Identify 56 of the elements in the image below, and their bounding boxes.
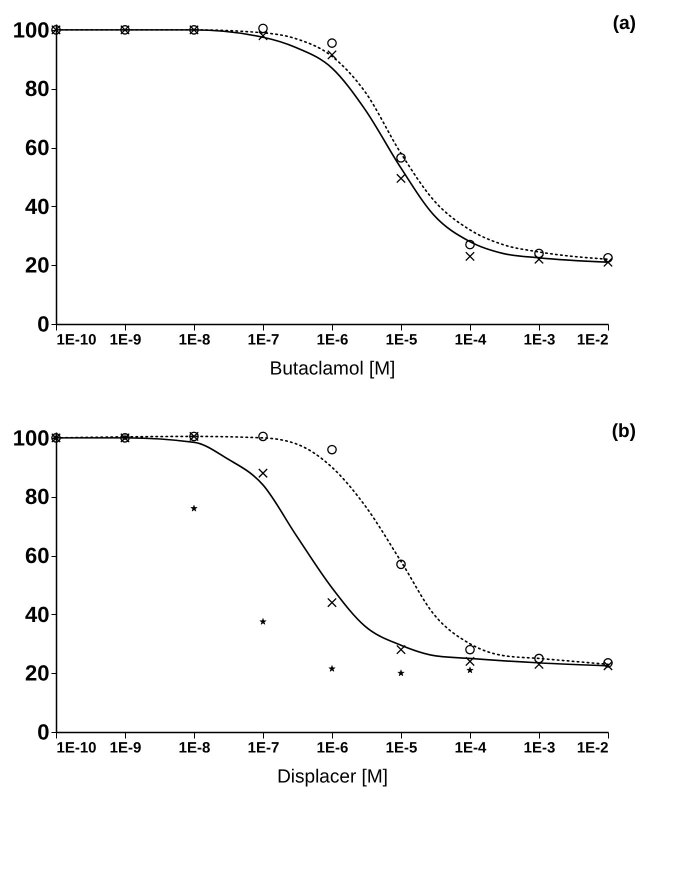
point — [465, 644, 475, 654]
point — [396, 174, 406, 184]
y-tick-label: 60 — [25, 543, 50, 568]
y-tick-label: 40 — [25, 194, 50, 219]
x-tick-label: 1E-6 — [316, 740, 348, 756]
text: (a) — [612, 13, 636, 34]
x-axis-title: Displacer [M] — [277, 766, 388, 788]
point — [465, 240, 475, 250]
point — [258, 432, 268, 442]
point — [190, 504, 198, 512]
point — [603, 257, 613, 268]
y-tick-label: 100 — [12, 425, 50, 450]
point — [398, 670, 404, 676]
point — [327, 38, 337, 48]
y-tick-label: 0 — [37, 312, 50, 336]
point — [327, 50, 337, 60]
y-tick-label: 0 — [37, 720, 50, 744]
point — [396, 560, 406, 570]
x-tick-label: 1E-3 — [524, 332, 556, 348]
y-tick-label: 80 — [25, 484, 50, 510]
x-tick-label: 1E-10 — [56, 740, 97, 756]
y-tick-label: 20 — [25, 660, 50, 686]
point — [603, 660, 613, 671]
y-tick-label: 80 — [25, 76, 50, 102]
x-tick-label: 1E-6 — [316, 332, 348, 348]
point — [260, 618, 266, 625]
x-tick-label: 1E-8 — [178, 740, 210, 756]
point — [396, 644, 406, 654]
point — [327, 598, 337, 608]
y-tick-label: 100 — [12, 17, 50, 42]
y-tick-label: 60 — [25, 135, 50, 160]
point — [603, 658, 613, 668]
x-tick-label: 1E-4 — [454, 332, 487, 348]
y-tick-label: 20 — [25, 252, 50, 278]
point — [327, 444, 337, 454]
x-tick-label: 1E-5 — [386, 332, 418, 348]
x-tick-label: 1E-9 — [110, 740, 142, 756]
text: (b) — [612, 421, 636, 442]
point — [396, 153, 406, 163]
point — [465, 656, 475, 666]
x-axis-title: Butaclamol [M] — [270, 358, 396, 380]
point — [465, 252, 475, 262]
x-tick-label: 1E-9 — [110, 332, 142, 348]
x-tick-label: 1E-8 — [178, 332, 210, 348]
x-tick-label: 1E-2 — [576, 332, 608, 348]
x-tick-label: 1E-10 — [56, 332, 97, 348]
y-tick-label: 40 — [25, 602, 50, 627]
point — [328, 665, 336, 672]
x-tick-label: 1E-7 — [248, 332, 280, 348]
point — [258, 468, 268, 478]
x-tick-label: 1E-5 — [386, 740, 418, 756]
x-tick-label: 1E-2 — [576, 740, 608, 756]
x-tick-label: 1E-7 — [248, 740, 280, 756]
x-tick-label: 1E-4 — [454, 740, 487, 756]
x-tick-label: 1E-3 — [524, 740, 556, 756]
point — [466, 666, 474, 674]
